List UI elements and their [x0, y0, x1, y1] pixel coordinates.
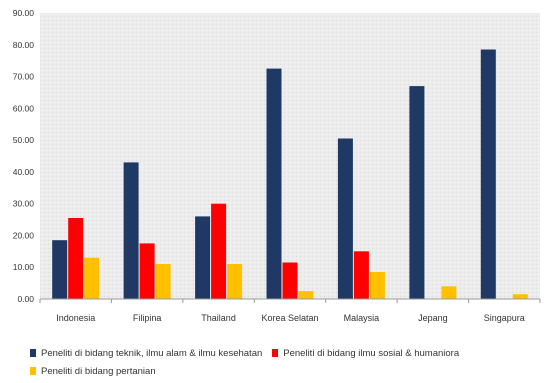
- legend-item-2: Peneliti di bidang ilmu sosial & humanio…: [272, 348, 459, 359]
- category-label: Jepang: [418, 313, 448, 323]
- bar-2-korea-selatan: [282, 262, 298, 299]
- y-axis: 0.00 10.00 20.00 30.00 40.00 50.00 60.00 70.00 8…: [13, 8, 35, 304]
- legend-label-3: Peneliti di bidang pertanian: [41, 365, 156, 377]
- legend-swatch-1: [30, 349, 36, 357]
- category-label: Malaysia: [344, 313, 380, 323]
- y-tick-label: 50.00: [13, 135, 35, 145]
- legend-row-1: Peneliti di bidang teknik, ilmu alam & i…: [30, 344, 540, 362]
- bars-group: [52, 49, 528, 299]
- y-tick-label: 40.00: [13, 167, 35, 177]
- category-label: Korea Selatan: [261, 313, 318, 323]
- category-label: Singapura: [484, 313, 525, 323]
- bar-2-thailand: [211, 203, 227, 299]
- x-axis: Indonesia Filipina Thailand Korea Selatan Ma…: [39, 298, 541, 323]
- bar-3-korea-selatan: [298, 291, 314, 299]
- bar-3-filipina: [155, 264, 171, 299]
- bar-2-indonesia: [68, 218, 84, 299]
- bar-1-malaysia: [337, 138, 353, 299]
- bar-3-malaysia: [369, 272, 385, 299]
- legend-row-2: Peneliti di bidang pertanian: [30, 362, 540, 380]
- bar-3-indonesia: [84, 257, 100, 299]
- legend-item-1: Peneliti di bidang teknik, ilmu alam & i…: [30, 348, 262, 359]
- bar-1-thailand: [195, 216, 211, 299]
- category-label: Thailand: [201, 313, 236, 323]
- category-label: Filipina: [133, 313, 162, 323]
- bar-3-jepang: [441, 286, 457, 299]
- legend-swatch-2: [272, 349, 279, 357]
- y-tick-label: 60.00: [13, 103, 35, 113]
- legend-label-2: Peneliti di bidang ilmu sosial & humanio…: [283, 347, 460, 359]
- legend-swatch-3: [30, 367, 36, 375]
- bar-1-indonesia: [52, 240, 68, 299]
- bar-3-singapura: [512, 294, 528, 299]
- y-tick-label: 0.00: [17, 294, 34, 304]
- y-tick-label: 10.00: [13, 262, 35, 272]
- legend-item-3: Peneliti di bidang pertanian: [30, 366, 156, 377]
- bar-1-jepang: [409, 86, 425, 299]
- legend: Peneliti di bidang teknik, ilmu alam & i…: [30, 344, 540, 380]
- y-tick-label: 90.00: [13, 8, 35, 18]
- y-tick-label: 80.00: [13, 40, 35, 50]
- y-tick-label: 30.00: [13, 199, 35, 209]
- bar-1-korea-selatan: [266, 68, 282, 299]
- bar-3-thailand: [227, 264, 243, 299]
- bar-2-filipina: [139, 243, 155, 299]
- legend-label-1: Peneliti di bidang teknik, ilmu alam & i…: [41, 347, 263, 359]
- y-tick-label: 20.00: [13, 230, 35, 240]
- bar-1-filipina: [123, 162, 139, 299]
- bar-2-malaysia: [353, 251, 369, 299]
- bar-chart: 0.00 10.00 20.00 30.00 40.00 50.00 60.00 70.00 8…: [13, 8, 541, 323]
- plot-area: [40, 13, 540, 299]
- category-label: Indonesia: [56, 313, 95, 323]
- y-tick-label: 70.00: [13, 72, 35, 82]
- bar-1-singapura: [480, 49, 496, 299]
